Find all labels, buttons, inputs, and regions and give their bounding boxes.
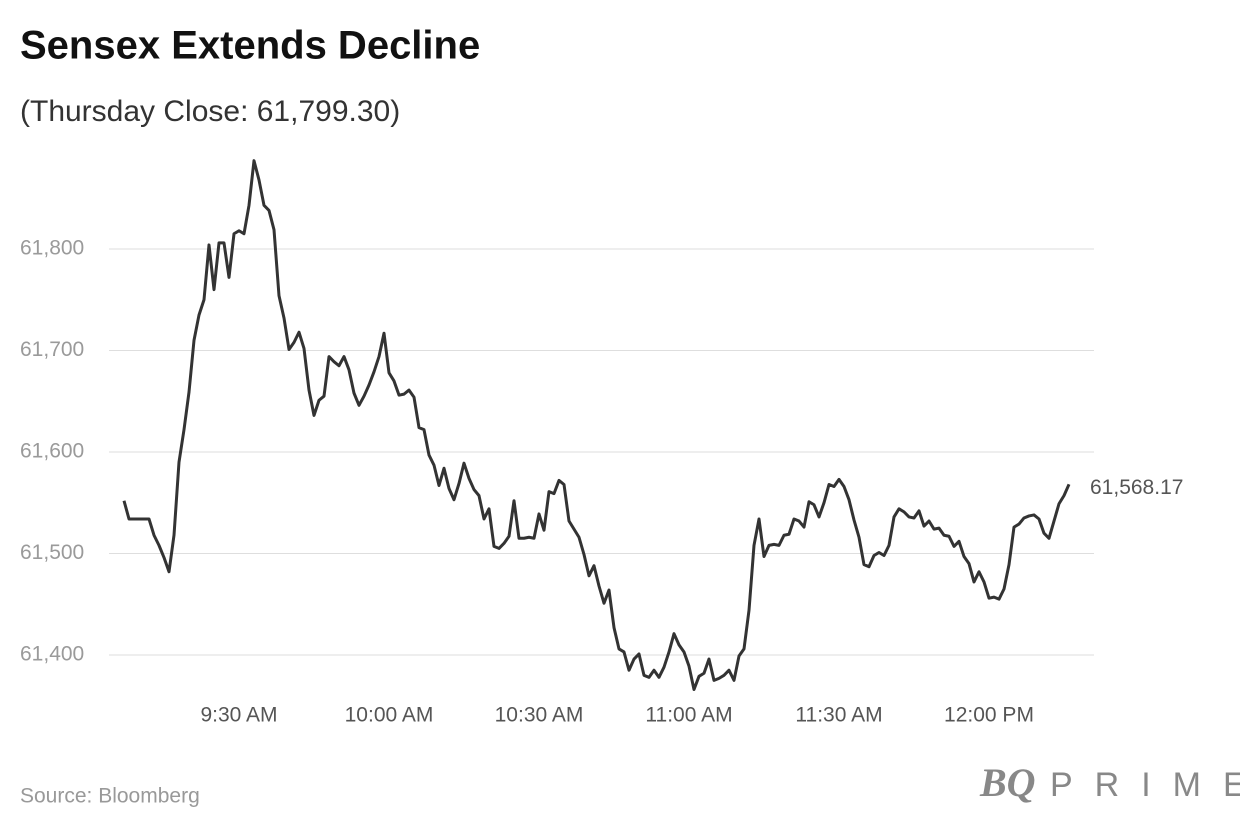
y-tick-label: 61,800 <box>20 237 84 260</box>
x-tick-label: 9:30 AM <box>200 704 277 727</box>
y-tick-label: 61,700 <box>20 338 84 361</box>
source: Source: Bloomberg <box>20 785 200 808</box>
brand-mark: BQ <box>979 760 1036 805</box>
x-tick-label: 10:30 AM <box>495 704 584 727</box>
x-tick-label: 10:00 AM <box>345 704 434 727</box>
y-tick-label: 61,600 <box>20 440 84 463</box>
chart-title: Sensex Extends Decline <box>20 24 480 68</box>
y-tick-label: 61,500 <box>20 541 84 564</box>
y-tick-label: 61,400 <box>20 643 84 666</box>
x-tick-label: 11:30 AM <box>795 704 882 727</box>
x-tick-label: 12:00 PM <box>944 704 1034 727</box>
brand-name: PRIME <box>1050 766 1240 804</box>
chart-subtitle: (Thursday Close: 61,799.30) <box>20 95 400 128</box>
end-label: 61,568.17 <box>1090 476 1183 499</box>
price-line <box>122 159 1071 692</box>
x-tick-label: 11:00 AM <box>645 704 732 727</box>
